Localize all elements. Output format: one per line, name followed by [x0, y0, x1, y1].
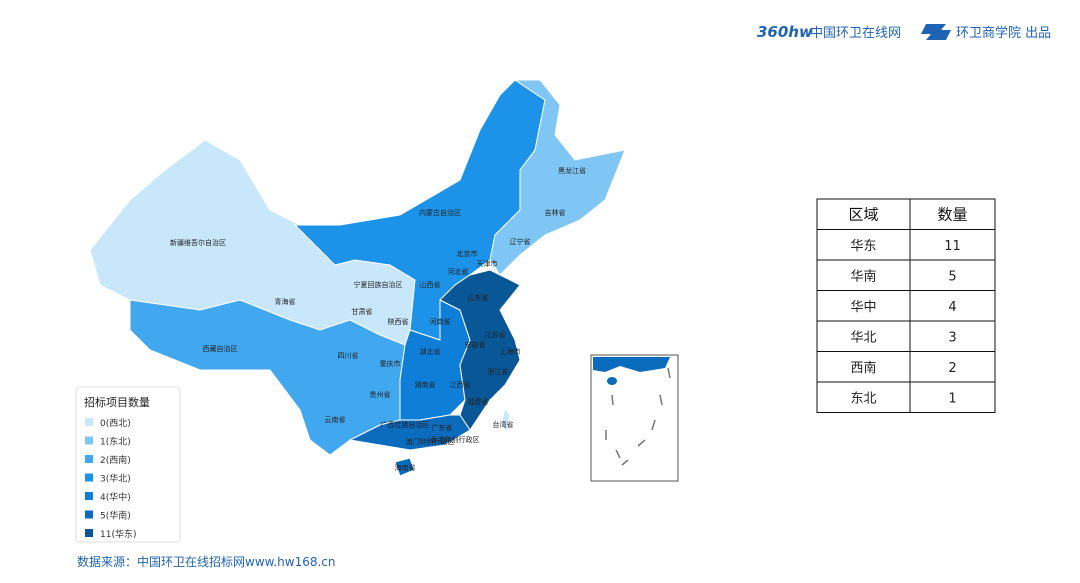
province-label: 广东省	[432, 423, 453, 432]
province-label: 内蒙古自治区	[419, 208, 461, 217]
province-label: 广西壮族自治区	[381, 420, 430, 429]
table-cell: 东北	[850, 391, 876, 406]
province-label: 江西省	[450, 380, 471, 389]
province-label: 江苏省	[485, 330, 506, 339]
legend-frame	[75, 386, 181, 543]
legend-swatch	[85, 473, 93, 482]
province-label: 北京市	[457, 249, 478, 258]
legend-swatch	[85, 455, 93, 463]
province-label: 新疆维吾尔自治区	[170, 238, 226, 247]
province-label: 吉林省	[545, 208, 566, 217]
legend-swatch	[85, 529, 93, 537]
table-cell: 华南	[850, 268, 876, 284]
province-label: 辽宁省	[510, 237, 531, 246]
province-label: 安徽省	[465, 340, 486, 349]
table-cell: 3	[948, 330, 956, 345]
region	[489, 79, 626, 276]
province-label: 四川省	[338, 351, 359, 360]
legend-swatch	[85, 418, 93, 426]
region	[394, 457, 415, 477]
legend-label: 2(西南)	[100, 454, 131, 466]
table-frame	[816, 198, 996, 413]
table-cell: 2	[948, 361, 956, 376]
table-header: 区域	[848, 205, 878, 223]
legend-label: 4(华中)	[100, 491, 131, 503]
legend-label: 3(华北)	[100, 473, 131, 485]
site-name: 中国环卫在线网	[810, 26, 901, 41]
logo-icon	[921, 24, 951, 40]
inset-frame	[590, 354, 679, 482]
table-cell: 5	[948, 269, 956, 284]
province-label: 重庆市	[380, 359, 401, 368]
table-cell: 西南	[850, 360, 876, 376]
province-label: 山东省	[468, 293, 489, 302]
logo-mark: 360hw	[757, 23, 813, 41]
legend-swatch	[85, 510, 93, 519]
province-label: 上海市	[500, 347, 521, 356]
province-label: 福建省	[468, 397, 489, 406]
region	[500, 406, 511, 434]
inset-islands	[593, 357, 671, 466]
legend-swatch	[85, 492, 93, 500]
legend-label: 0(西北)	[100, 418, 131, 429]
province-label: 黑龙江省	[558, 166, 586, 175]
province-label: 湖北省	[420, 347, 441, 356]
province-label: 澳门特别行政区	[406, 437, 455, 446]
source: 数据来源：中国环卫在线招标网www.hw168.cn	[77, 554, 336, 569]
province-label: 天津市	[477, 259, 498, 268]
credit: 环卫商学院 出品	[956, 25, 1051, 41]
header: 360hw 中国环卫在线网 环卫商学院 出品	[757, 23, 1051, 41]
table-cell: 华中	[850, 300, 876, 315]
province-label: 贵州省	[370, 390, 391, 399]
province-label: 陕西省	[388, 317, 409, 326]
table-cell: 华东	[850, 239, 876, 254]
legend-swatch	[85, 436, 93, 445]
province-label: 河北省	[448, 267, 469, 276]
region	[439, 269, 521, 431]
province-label: 海南省	[395, 463, 416, 472]
province-label: 河南省	[430, 317, 451, 326]
legend-label: 1(东北)	[100, 436, 131, 448]
table-cell: 4	[948, 300, 956, 315]
province-label: 台湾省	[493, 420, 514, 429]
province-label: 香港特别行政区	[431, 435, 480, 444]
region	[348, 414, 471, 451]
table-cell: 1	[948, 391, 956, 406]
legend-label: 5(华南)	[100, 510, 131, 522]
legend: 招标项目数量 0(西北) 1(东北) 2(西南) 3(华北) 4(华中) 5(华南) 11(…	[75, 386, 181, 543]
table-cell: 华北	[850, 330, 876, 345]
province-label: 西藏自治区	[203, 344, 238, 353]
table-header: 数量	[937, 205, 967, 223]
province-label: 湖南省	[415, 380, 436, 389]
legend-label: 11(华东)	[100, 528, 136, 540]
province-label: 云南省	[325, 415, 346, 424]
province-label: 宁夏回族自治区	[354, 280, 403, 289]
province-label: 浙江省	[488, 367, 509, 376]
legend-title: 招标项目数量	[84, 395, 150, 409]
table-cell: 11	[944, 239, 961, 254]
province-label: 甘肃省	[352, 307, 373, 316]
province-label: 青海省	[275, 297, 296, 306]
province-label: 山西省	[420, 280, 441, 289]
